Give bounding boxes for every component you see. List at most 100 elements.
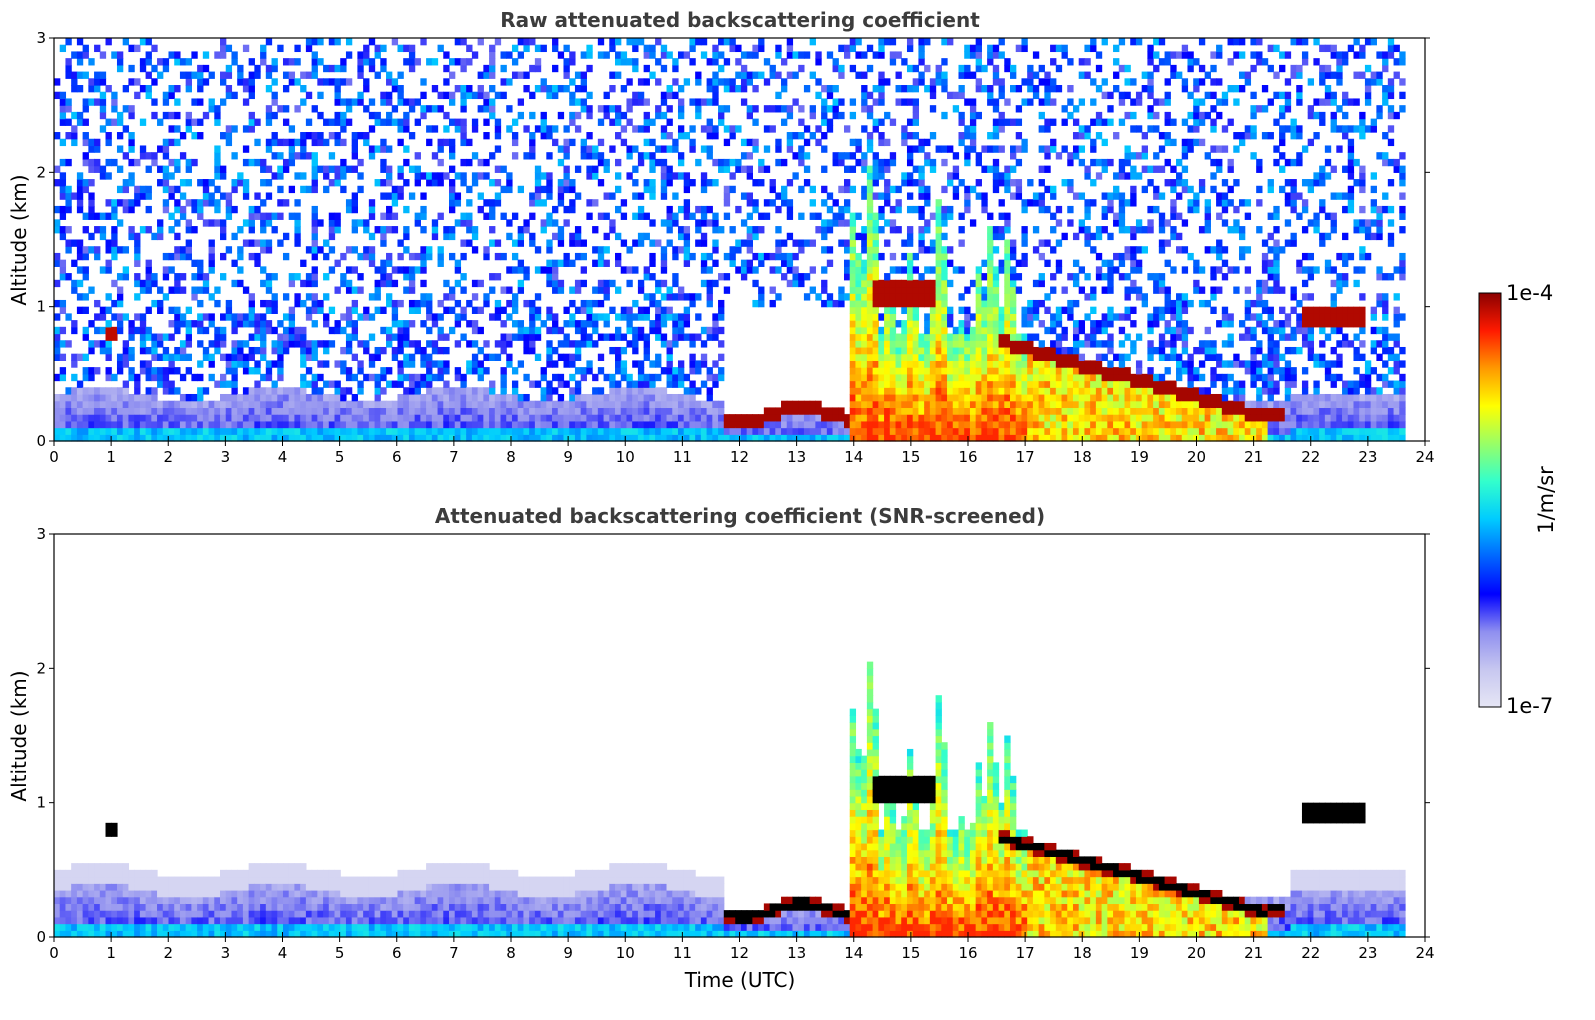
heatmap-cell xyxy=(506,393,513,402)
heatmap-cell xyxy=(386,205,393,214)
heatmap-cell xyxy=(397,91,404,100)
heatmap-cell xyxy=(941,340,948,348)
heatmap-cell xyxy=(202,400,210,409)
heatmap-cell xyxy=(76,393,84,402)
heatmap-cell xyxy=(563,306,570,314)
heatmap-cell xyxy=(889,373,897,382)
heatmap-cell xyxy=(866,320,874,328)
heatmap-cell xyxy=(179,340,187,348)
heatmap-cell xyxy=(368,252,376,261)
heatmap-cell xyxy=(597,400,605,409)
heatmap-cell xyxy=(300,407,307,415)
heatmap-cell xyxy=(323,293,330,301)
heatmap-cell xyxy=(958,306,965,314)
heatmap-cell xyxy=(534,400,542,409)
heatmap-cell xyxy=(506,125,513,133)
heatmap-cell xyxy=(128,346,135,355)
heatmap-cell xyxy=(328,152,336,160)
heatmap-cell xyxy=(809,286,816,294)
heatmap-cell xyxy=(815,400,822,409)
heatmap-cell xyxy=(380,427,387,435)
heatmap-cell xyxy=(792,51,799,59)
heatmap-cell xyxy=(59,105,67,113)
heatmap-cell xyxy=(975,152,982,160)
heatmap-cell xyxy=(660,293,668,301)
heatmap-cell xyxy=(546,132,553,140)
heatmap-cell xyxy=(334,111,341,120)
heatmap-cell xyxy=(672,380,679,388)
heatmap-cell xyxy=(1015,393,1023,402)
heatmap-cell xyxy=(71,259,78,267)
heatmap-cell xyxy=(311,212,318,220)
heatmap-cell xyxy=(305,427,313,435)
heatmap-cell xyxy=(838,111,845,120)
heatmap-cell xyxy=(1010,313,1017,321)
heatmap-cell xyxy=(65,71,72,79)
heatmap-cell xyxy=(168,333,175,341)
heatmap-cell xyxy=(781,420,788,429)
heatmap-cell xyxy=(821,407,828,415)
heatmap-cell xyxy=(569,313,576,321)
heatmap-cell xyxy=(271,132,278,140)
heatmap-cell xyxy=(866,326,874,335)
heatmap-cell xyxy=(128,414,135,422)
heatmap-cell xyxy=(626,373,633,382)
heatmap-cell xyxy=(592,152,599,160)
heatmap-cell xyxy=(282,293,290,301)
heatmap-cell xyxy=(116,286,124,294)
heatmap-cell xyxy=(975,420,982,429)
heatmap-cell xyxy=(706,387,713,395)
heatmap-cell xyxy=(76,192,84,200)
heatmap-cell xyxy=(351,306,358,314)
heatmap-cell xyxy=(277,400,284,409)
heatmap-cell xyxy=(122,313,130,321)
heatmap-cell xyxy=(941,393,948,402)
heatmap-cell xyxy=(723,158,731,167)
heatmap-cell xyxy=(620,393,628,402)
heatmap-cell xyxy=(265,105,273,113)
heatmap-cell xyxy=(815,51,822,59)
heatmap-cell xyxy=(861,152,868,160)
heatmap-cell xyxy=(345,367,353,375)
heatmap-cell xyxy=(798,145,805,153)
heatmap-cell xyxy=(803,293,811,301)
heatmap-cell xyxy=(958,333,965,341)
heatmap-cell xyxy=(471,320,479,328)
heatmap-cell xyxy=(895,420,902,429)
heatmap-cell xyxy=(139,58,147,66)
heatmap-cell xyxy=(1055,434,1063,442)
heatmap-cell xyxy=(294,420,301,429)
heatmap-cell xyxy=(849,340,857,348)
heatmap-cell xyxy=(317,91,324,100)
heatmap-cell xyxy=(408,320,416,328)
heatmap-cell xyxy=(489,393,496,402)
heatmap-cell xyxy=(580,434,587,442)
heatmap-cell xyxy=(947,427,954,435)
heatmap-cell xyxy=(529,380,536,388)
heatmap-cell xyxy=(655,38,662,46)
heatmap-cell xyxy=(454,407,462,415)
heatmap-cell xyxy=(111,420,118,429)
heatmap-cell xyxy=(122,346,130,355)
heatmap-cell xyxy=(443,346,450,355)
heatmap-cell xyxy=(311,414,318,422)
heatmap-cell xyxy=(323,78,330,86)
heatmap-cell xyxy=(82,185,89,194)
heatmap-cell xyxy=(798,105,805,113)
heatmap-cell xyxy=(1032,279,1040,288)
heatmap-cell xyxy=(574,346,582,355)
heatmap-cell xyxy=(483,105,490,113)
heatmap-cell xyxy=(317,299,324,308)
heatmap-cell xyxy=(672,246,679,254)
heatmap-cell xyxy=(197,400,204,409)
heatmap-cell xyxy=(918,333,925,341)
heatmap-cell xyxy=(809,239,816,247)
heatmap-cell xyxy=(546,179,553,187)
heatmap-cell xyxy=(489,64,496,73)
heatmap-cell xyxy=(116,313,124,321)
heatmap-cell xyxy=(958,434,965,442)
heatmap-cell xyxy=(969,71,977,79)
heatmap-cell xyxy=(941,158,948,167)
heatmap-cell xyxy=(655,158,662,167)
heatmap-cell xyxy=(620,51,628,59)
